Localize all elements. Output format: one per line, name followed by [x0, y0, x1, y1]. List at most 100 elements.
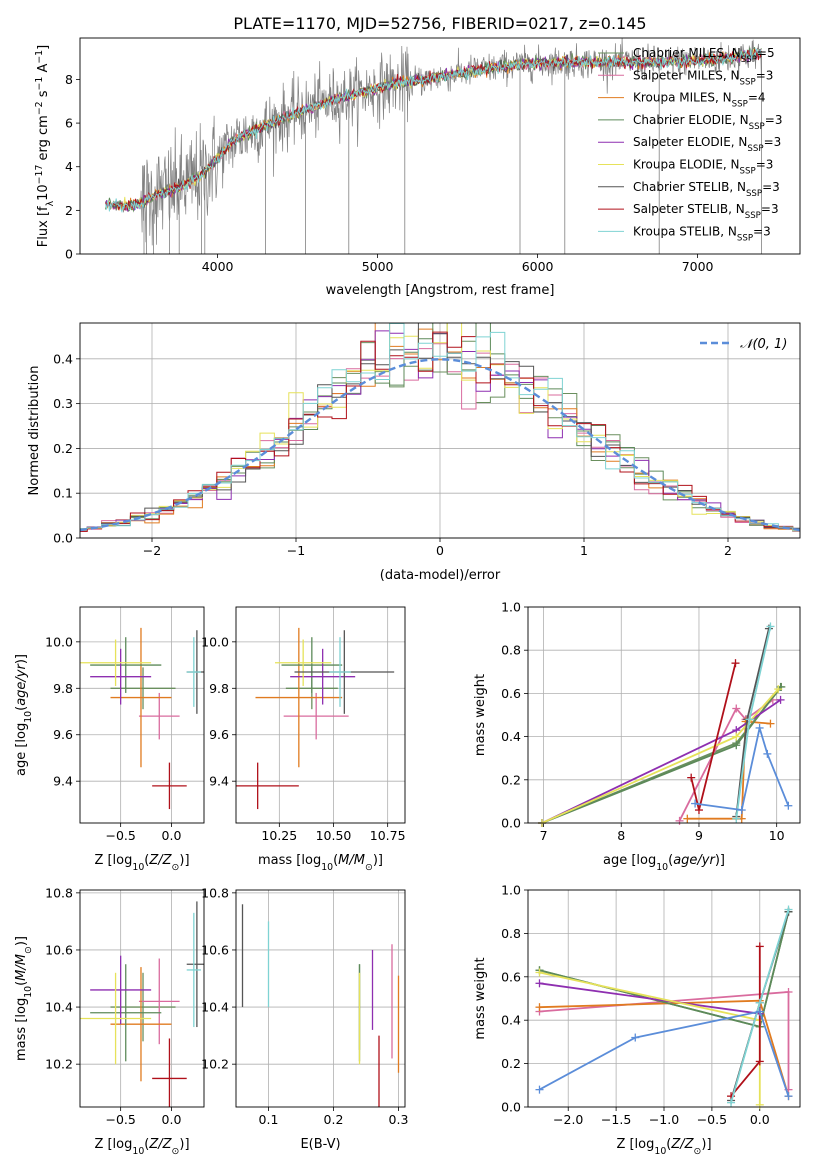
- label-part: 10: [23, 711, 34, 723]
- label-part: 10: [23, 986, 34, 998]
- label-part: s: [36, 90, 51, 101]
- label-part: SSP: [732, 100, 748, 110]
- label-part: mass [log: [14, 998, 29, 1061]
- label-part: SSP: [740, 77, 756, 87]
- legend-entry: Salpeter MILES, NSSP=3: [633, 68, 773, 87]
- label-part: =3: [761, 202, 779, 216]
- label-part: )]: [14, 654, 29, 664]
- legend: 𝒩(0, 1): [700, 337, 787, 352]
- y-tick-label: 0.3: [53, 396, 73, 411]
- label-part: SSP: [737, 233, 753, 243]
- label-part: ⊙: [172, 1146, 180, 1157]
- x-tick-label: −1.5: [601, 1112, 631, 1127]
- x-tick-label: 6000: [522, 259, 554, 274]
- legend-entry: Kroupa STELIB, NSSP=3: [633, 224, 771, 243]
- y-tick-label: 9.8: [53, 681, 73, 696]
- label-part: (: [14, 706, 29, 711]
- label-part: 10: [654, 1146, 666, 1157]
- axes-frame: [79, 606, 205, 824]
- x-tick-label: 0.2: [324, 1112, 344, 1127]
- model-spectrum-line: [105, 48, 762, 214]
- x-tick-label: 10.25: [261, 828, 297, 843]
- weight-series-line: [539, 1010, 790, 1097]
- label-part: SSP: [747, 144, 763, 154]
- figure-title: PLATE=1170, MJD=52756, FIBERID=0217, z=0…: [233, 14, 646, 33]
- axes-frame: [79, 889, 205, 1108]
- label-part: (: [333, 853, 338, 868]
- label-part: =3: [756, 158, 774, 172]
- x-tick-label: 10.75: [370, 828, 406, 843]
- axes-frame: [235, 889, 406, 1108]
- label-part: Chabrier STELIB, N: [633, 180, 746, 194]
- x-tick-label: 0.1: [259, 1112, 279, 1127]
- label-part: 10: [132, 862, 144, 873]
- label-part: 10: [656, 862, 668, 873]
- label-part: (: [144, 853, 149, 868]
- x-tick-label: 9: [695, 828, 703, 843]
- label-part: Chabrier MILES, N: [633, 46, 741, 60]
- y-axis-label: Flux [fλ10−17 erg cm−2 s−1 A−1]: [34, 45, 56, 247]
- y-tick-label: 10.4: [201, 1000, 229, 1015]
- legend-entry: Chabrier STELIB, NSSP=3: [633, 180, 780, 199]
- label-part: ⊙: [365, 862, 373, 873]
- mass_vs_ebv-panel: 0.1 0.2 0.3 10.2 10.4 10.6 10.8 E(B-V): [201, 885, 408, 1152]
- normal-distribution-curve: [80, 358, 800, 532]
- label-part: SSP: [749, 122, 765, 132]
- y-tick-label: 10.2: [201, 1057, 229, 1072]
- y-tick-label: 0.4: [501, 1013, 521, 1028]
- x-tick-label: 0: [436, 543, 444, 558]
- label-part: Salpeter STELIB, N: [633, 202, 745, 216]
- y-tick-label: 8: [65, 72, 73, 87]
- label-part: SSP: [740, 167, 756, 177]
- label-part: Z/Z: [148, 1137, 172, 1152]
- y-axis-label: age [log10(age/yr)]: [14, 654, 34, 776]
- legend-entry: Chabrier MILES, NSSP=5: [633, 46, 775, 65]
- label-part: SSP: [746, 189, 762, 199]
- label-part: erg cm: [36, 115, 51, 164]
- label-part: Z [log: [616, 1137, 654, 1152]
- label-part: 10: [36, 184, 51, 201]
- x-tick-label: 8: [617, 828, 625, 843]
- x-tick-label: 0.3: [389, 1112, 409, 1127]
- label-part: )]: [701, 1137, 711, 1152]
- label-part: (: [668, 853, 673, 868]
- label-part: ]: [36, 45, 51, 50]
- legend-entry: Kroupa MILES, NSSP=4: [633, 91, 766, 110]
- legend-entry: Salpeter STELIB, NSSP=3: [633, 202, 779, 221]
- x-tick-label: 0.0: [750, 1112, 770, 1127]
- x-tick-label: 10.50: [316, 828, 352, 843]
- y-tick-label: 10.0: [201, 634, 229, 649]
- label-part: mass [log: [258, 853, 321, 868]
- axes: 10.25 10.50 10.75 9.4 9.6 9.8 10.0: [201, 607, 406, 843]
- label-part: Salpeter ELODIE, N: [633, 135, 747, 149]
- label-part: λ: [45, 200, 56, 206]
- label-part: (: [144, 1137, 149, 1152]
- label-part: E(B-V): [300, 1137, 340, 1152]
- label-part: )]: [179, 853, 189, 868]
- x-axis-label: (data-model)/error: [380, 568, 501, 583]
- y-tick-label: 0.2: [53, 441, 73, 456]
- label-part: −1: [34, 50, 45, 64]
- label-part: age [log: [603, 853, 656, 868]
- y-tick-label: 0.4: [53, 351, 73, 366]
- label-part: )]: [373, 853, 383, 868]
- y-tick-label: 2: [65, 203, 73, 218]
- label-part: Kroupa STELIB, N: [633, 224, 737, 238]
- y-tick-label: 0.6: [501, 969, 521, 984]
- label-part: −1: [34, 77, 45, 91]
- legend-entry: Chabrier ELODIE, NSSP=3: [633, 113, 782, 132]
- weight-series-line: [539, 971, 761, 1105]
- model-spectrum-line: [105, 46, 762, 211]
- x-tick-label: 1: [580, 543, 588, 558]
- axes: 0.1 0.2 0.3 10.2 10.4 10.6 10.8: [201, 885, 408, 1127]
- label-part: 10: [321, 862, 333, 873]
- x-tick-label: −0.5: [105, 828, 135, 843]
- age_vs_mass-panel: 10.25 10.50 10.75 9.4 9.6 9.8 10.0 mass [log10(…: [201, 606, 406, 873]
- y-tick-label: 4: [65, 159, 73, 174]
- y-tick-label: 10.6: [201, 942, 229, 957]
- label-part: Z [log: [94, 1137, 132, 1152]
- x-tick-label: −1.0: [649, 1112, 679, 1127]
- x-axis-label: Z [log10(Z/Z⊙)]: [94, 1137, 189, 1157]
- spectrum-panel: 4000 5000 6000 7000 0 2 4 6 8 wavelength [Angstro…: [34, 37, 801, 298]
